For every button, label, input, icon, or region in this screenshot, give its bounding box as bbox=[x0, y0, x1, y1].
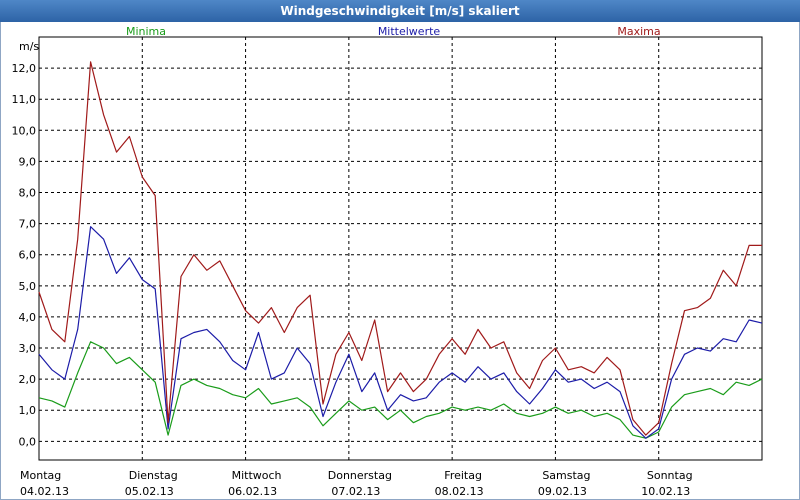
x-tick-weekday: Samstag bbox=[542, 469, 590, 482]
plot-frame bbox=[38, 36, 763, 461]
x-tick-date: 04.02.13 bbox=[20, 485, 69, 498]
y-tick-label: 9,0 bbox=[19, 155, 37, 168]
x-tick-date: 10.02.13 bbox=[641, 485, 690, 498]
x-tick-weekday: Montag bbox=[20, 469, 61, 482]
y-tick-label: 11,0 bbox=[12, 93, 37, 106]
x-tick-date: 06.02.13 bbox=[228, 485, 277, 498]
x-tick-weekday: Donnerstag bbox=[328, 469, 392, 482]
y-tick-label: 0,0 bbox=[19, 435, 37, 448]
grid bbox=[39, 37, 762, 460]
legend-item-mittelwerte: Mittelwerte bbox=[378, 25, 441, 38]
y-tick-label: 1,0 bbox=[19, 404, 37, 417]
x-tick-date: 07.02.13 bbox=[331, 485, 380, 498]
x-tick-weekday: Freitag bbox=[444, 469, 482, 482]
y-tick-label: 10,0 bbox=[12, 124, 37, 137]
y-tick-label: 7,0 bbox=[19, 218, 37, 231]
y-tick-label: 5,0 bbox=[19, 280, 37, 293]
x-tick-date: 08.02.13 bbox=[435, 485, 484, 498]
x-tick-weekday: Sonntag bbox=[647, 469, 693, 482]
series bbox=[38, 61, 763, 439]
x-tick-weekday: Dienstag bbox=[129, 469, 178, 482]
x-axis: Montag 04.02.13 Dienstag 05.02.13 Mittwoch 06… bbox=[20, 469, 693, 498]
series-line-maxima bbox=[38, 61, 762, 436]
series-line-mittelwerte bbox=[38, 226, 763, 439]
x-tick-weekday: Mittwoch bbox=[232, 469, 282, 482]
y-axis: m/s 0,0 1,0 2,0 3,0 4,0 5,0 6,0 7,0 8,0 9,0 10,0 11,… bbox=[12, 40, 40, 448]
y-tick-label: 6,0 bbox=[19, 249, 37, 262]
y-tick-label: 4,0 bbox=[19, 311, 37, 324]
x-tick-date: 05.02.13 bbox=[125, 485, 174, 498]
legend: Minima Mittelwerte Maxima bbox=[126, 25, 661, 38]
x-tick-date: 09.02.13 bbox=[538, 485, 587, 498]
y-tick-label: 12,0 bbox=[12, 62, 37, 75]
series-line-minima bbox=[38, 341, 763, 439]
y-tick-label: 3,0 bbox=[19, 342, 37, 355]
y-tick-label: 2,0 bbox=[19, 373, 37, 386]
window-title: Windgeschwindigkeit [m/s] skaliert bbox=[0, 0, 800, 22]
y-tick-label: 8,0 bbox=[19, 187, 37, 200]
legend-item-minima: Minima bbox=[126, 25, 166, 38]
y-axis-unit-label: m/s bbox=[19, 40, 39, 53]
legend-item-maxima: Maxima bbox=[617, 25, 660, 38]
